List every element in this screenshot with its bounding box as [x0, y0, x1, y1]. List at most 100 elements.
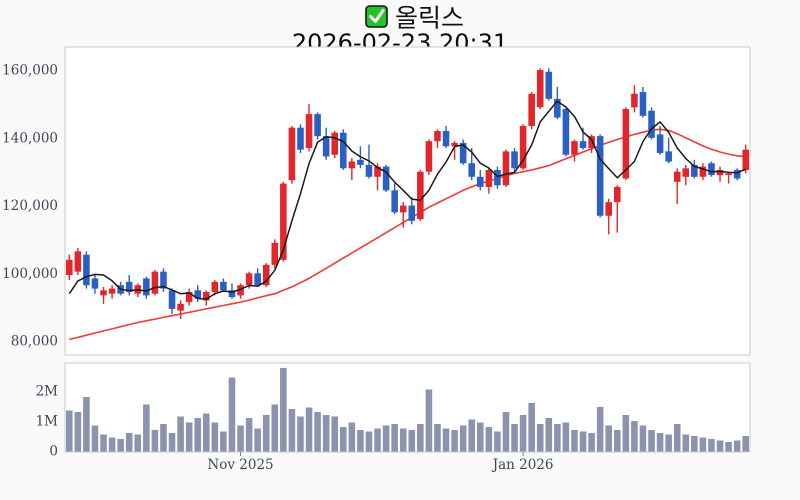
candle-body-down	[391, 190, 398, 213]
candle-body-up	[271, 242, 279, 265]
ma-slow	[69, 128, 746, 341]
candle-body-down	[357, 159, 364, 165]
candle-body-up	[631, 93, 638, 108]
candle-body-down	[91, 278, 99, 289]
volume-bar	[494, 431, 501, 452]
candle-body-down	[365, 164, 373, 177]
candle-body-up	[699, 166, 707, 177]
volume-bar	[143, 404, 150, 452]
candle-body-down	[665, 151, 672, 162]
volume-bar	[177, 416, 184, 452]
volume-bar	[417, 424, 424, 452]
price-axis-labels: 160,000 140,000 120,000 100,000 80,000	[2, 63, 58, 350]
volume-bar	[280, 367, 287, 452]
volume-bar	[673, 424, 681, 452]
candle-body-down	[459, 142, 467, 164]
candle-body-up	[288, 127, 296, 181]
candle-body-down	[562, 109, 570, 155]
volume-bar	[725, 442, 732, 452]
candle-body-up	[305, 114, 313, 148]
price-panel	[64, 46, 751, 356]
candle-body-down	[160, 271, 167, 289]
candle-body-down	[228, 290, 236, 298]
volume-bar	[528, 403, 535, 452]
volume-bar	[562, 422, 570, 452]
volume-bar	[151, 430, 159, 452]
candle-body-up	[622, 109, 630, 179]
candle-body-down	[254, 273, 261, 286]
volume-bar	[733, 440, 741, 452]
candle-body-up	[374, 166, 381, 177]
candle-body-down	[220, 281, 227, 291]
candle-body-down	[194, 290, 201, 299]
volume-bar	[297, 416, 304, 452]
volume-bar	[91, 425, 99, 452]
candle-body-up	[185, 291, 193, 303]
candle-body-down	[708, 163, 715, 176]
candle-body-down	[442, 131, 450, 147]
volume-tick-label: 2M	[36, 384, 59, 400]
volume-bar	[220, 431, 227, 452]
candle-body-up	[203, 291, 210, 301]
candle-body-up	[74, 251, 82, 272]
volume-bar	[74, 412, 82, 452]
volume-bar	[545, 418, 553, 452]
candle-body-up	[211, 281, 219, 292]
volume-bar	[434, 424, 441, 452]
candle-body-up	[519, 125, 527, 169]
candle-body-up	[673, 171, 681, 182]
volume-bars	[66, 367, 749, 452]
candle-body-down	[545, 71, 553, 99]
short-moving-average-line	[68, 100, 746, 300]
volume-bar	[554, 424, 561, 452]
candle-body-down	[596, 136, 604, 216]
candle-body-down	[554, 98, 561, 118]
volume-bar	[331, 416, 338, 452]
volume-bar	[639, 425, 647, 452]
volume-bar	[648, 430, 655, 452]
volume-bar	[314, 412, 321, 452]
volume-bar	[742, 436, 749, 452]
candle-body-down	[691, 164, 698, 177]
volume-bar	[519, 415, 527, 452]
volume-bar	[511, 424, 518, 452]
candle-body-down	[511, 151, 518, 169]
volume-bar	[305, 407, 313, 452]
candle-body-up	[177, 303, 184, 311]
price-tick-label: 80,000	[11, 334, 58, 350]
candle-body-down	[468, 163, 475, 177]
candle-body-up	[425, 141, 433, 172]
candle-body-up	[571, 141, 578, 155]
volume-bar	[357, 430, 364, 452]
volume-bar	[699, 437, 707, 452]
candle-body-up	[100, 290, 107, 296]
volume-bar	[571, 430, 578, 452]
candle-body-up	[399, 205, 407, 213]
volume-bar	[459, 425, 467, 452]
candle-body-up	[742, 149, 749, 170]
volume-bar	[665, 434, 672, 452]
volume-bar	[682, 434, 690, 452]
candle-body-up	[151, 271, 159, 294]
candle-body-down	[648, 110, 655, 138]
volume-bar	[691, 436, 698, 452]
candle-body-up	[588, 136, 595, 148]
volume-bar	[622, 415, 630, 452]
candle-body-down	[408, 205, 416, 221]
candlesticks	[66, 68, 749, 320]
candle-body-down	[314, 114, 321, 137]
candle-body-up	[485, 169, 493, 187]
volume-bar	[408, 430, 416, 452]
candle-body-up	[66, 259, 73, 276]
candle-body-down	[125, 281, 133, 292]
price-tick-label: 140,000	[2, 130, 58, 146]
candle-body-up	[108, 288, 116, 294]
volume-bar	[399, 428, 407, 452]
volume-bar	[237, 425, 244, 452]
volume-bar	[66, 410, 73, 452]
volume-bar	[614, 430, 621, 452]
candle-body-up	[536, 70, 544, 108]
volume-bar	[451, 430, 458, 452]
